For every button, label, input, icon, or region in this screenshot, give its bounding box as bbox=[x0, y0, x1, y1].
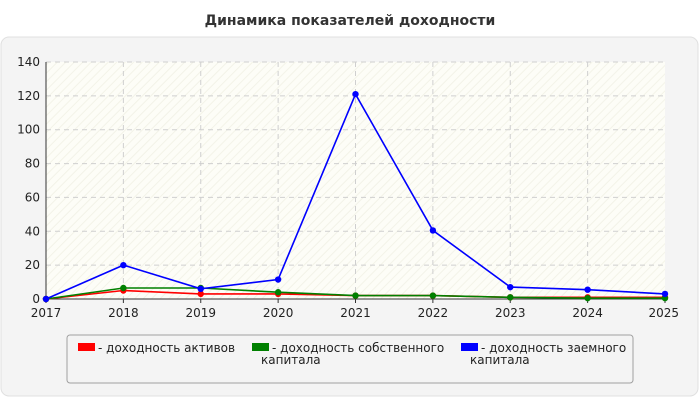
data-point bbox=[274, 289, 282, 296]
data-point bbox=[42, 295, 50, 303]
data-point bbox=[120, 284, 127, 292]
data-point bbox=[120, 261, 127, 269]
chart-title: Динамика показателей доходности bbox=[205, 13, 496, 29]
y-tick-label: 80 bbox=[25, 157, 40, 171]
data-point bbox=[274, 276, 282, 283]
y-tick-label: 140 bbox=[17, 55, 40, 69]
y-tick-label: 0 bbox=[32, 292, 40, 306]
data-point bbox=[197, 285, 204, 293]
legend-label: - доходность собственного bbox=[272, 341, 444, 355]
axes bbox=[45, 62, 666, 303]
x-tick-label: 2021 bbox=[340, 306, 371, 320]
data-point bbox=[584, 294, 591, 302]
data-point bbox=[197, 290, 204, 298]
y-tick-label: 20 bbox=[25, 258, 40, 272]
x-tick-label: 2017 bbox=[31, 306, 62, 320]
y-tick-label: 60 bbox=[25, 190, 40, 204]
data-point bbox=[661, 290, 669, 298]
grid bbox=[46, 61, 665, 299]
x-tick-label: 2019 bbox=[185, 306, 216, 320]
x-tick-label: 2025 bbox=[648, 306, 679, 320]
legend-label: - доходность заемного bbox=[481, 341, 626, 355]
y-tick-label: 100 bbox=[17, 123, 40, 137]
legend-swatch-2 bbox=[252, 343, 269, 351]
legend: - доходность активов - доходность собстве… bbox=[78, 341, 626, 367]
x-tick-label: 2024 bbox=[572, 306, 603, 320]
y-tick-label: 120 bbox=[17, 89, 40, 103]
x-tick-label: 2020 bbox=[263, 306, 294, 320]
x-tick-label: 2023 bbox=[495, 306, 526, 320]
x-tick-label: 2018 bbox=[108, 306, 139, 320]
legend-box bbox=[66, 334, 634, 384]
series-group bbox=[42, 90, 669, 303]
data-point bbox=[507, 294, 514, 301]
legend-swatch-3 bbox=[461, 343, 478, 351]
data-point bbox=[429, 227, 437, 234]
tick-labels: 0 20 40 60 80 100 120 140 2017 2018 2019 2020 2021 20… bbox=[17, 55, 679, 320]
data-point bbox=[429, 292, 437, 299]
data-point bbox=[584, 286, 591, 293]
legend-swatch-1 bbox=[78, 343, 95, 351]
legend-label: - доходность активов bbox=[98, 341, 235, 355]
data-point bbox=[352, 90, 359, 98]
y-tick-label: 40 bbox=[25, 224, 40, 238]
data-point bbox=[352, 292, 359, 299]
data-point bbox=[507, 283, 514, 291]
x-tick-label: 2022 bbox=[418, 306, 449, 320]
legend-label: капитала bbox=[261, 353, 321, 367]
legend-label: капитала bbox=[470, 353, 530, 367]
